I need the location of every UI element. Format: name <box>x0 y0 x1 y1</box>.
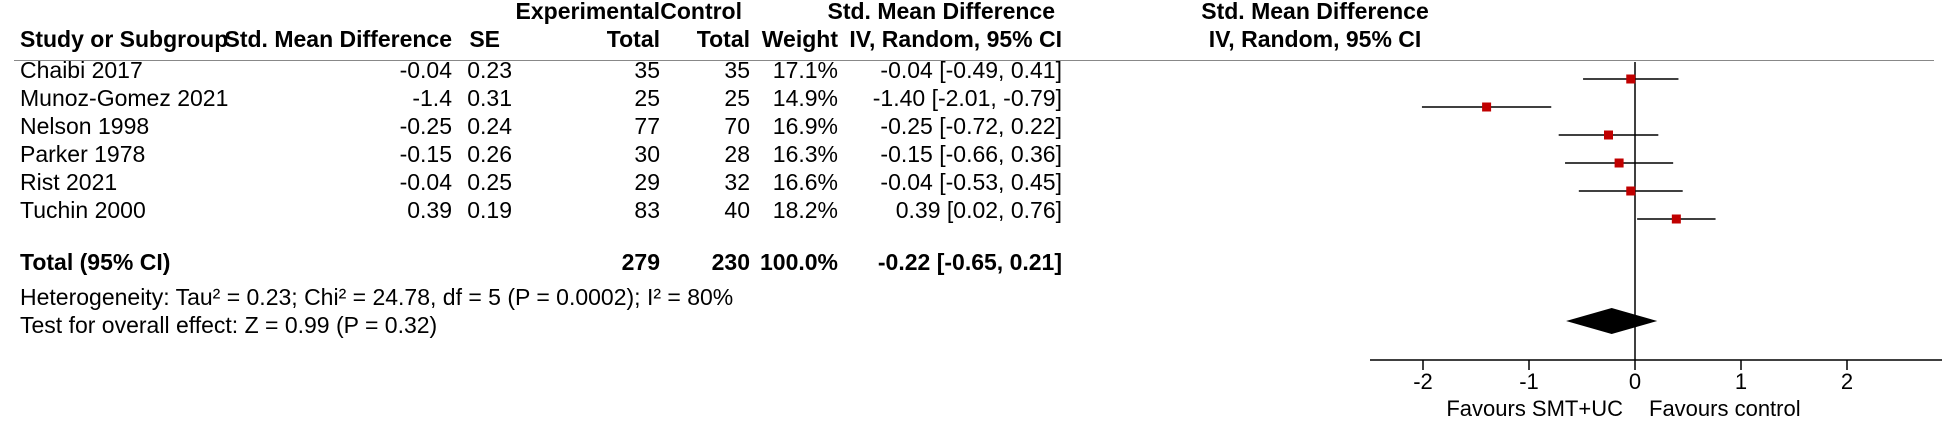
header-weight: Weight <box>761 26 838 52</box>
header-exp-top: Experimental <box>515 0 660 24</box>
effect-marker <box>1671 214 1681 224</box>
study-name: Tuchin 2000 <box>20 197 146 223</box>
header-exp-total: Total <box>606 26 660 52</box>
header-smd: Std. Mean Difference <box>224 26 453 52</box>
effect-marker <box>1614 158 1624 168</box>
study-ci: -0.25 [-0.72, 0.22] <box>880 113 1062 139</box>
total-ci: -0.22 [-0.65, 0.21] <box>877 249 1062 275</box>
study-smd: 0.39 <box>407 197 452 223</box>
total-exp: 279 <box>621 249 660 275</box>
pooled-diamond <box>1566 308 1658 334</box>
study-se: 0.24 <box>467 113 512 139</box>
study-ci: -0.15 [-0.66, 0.36] <box>880 141 1062 167</box>
total-ctrl: 230 <box>711 249 750 275</box>
header-ctrl-top: Control <box>660 0 742 24</box>
study-smd: -0.15 <box>399 141 452 167</box>
study-exp-total: 77 <box>634 113 660 139</box>
study-ci: -1.40 [-2.01, -0.79] <box>872 85 1062 111</box>
study-exp-total: 35 <box>634 57 660 83</box>
x-tick-label: -2 <box>1413 369 1433 394</box>
study-se: 0.26 <box>467 141 512 167</box>
effect-marker <box>1604 130 1613 140</box>
overall-effect-text: Test for overall effect: Z = 0.99 (P = 0… <box>20 312 438 338</box>
heterogeneity-text: Heterogeneity: Tau² = 0.23; Chi² = 24.78… <box>20 284 734 310</box>
total-weight: 100.0% <box>759 249 838 275</box>
study-name: Chaibi 2017 <box>20 57 143 83</box>
study-ctrl-total: 35 <box>724 57 750 83</box>
study-exp-total: 25 <box>634 85 660 111</box>
x-tick-label: 1 <box>1735 369 1747 394</box>
study-exp-total: 30 <box>634 141 660 167</box>
x-tick-label: 2 <box>1841 369 1853 394</box>
study-name: Nelson 1998 <box>20 113 150 139</box>
study-ci: -0.04 [-0.49, 0.41] <box>880 57 1062 83</box>
study-ctrl-total: 28 <box>724 141 750 167</box>
total-label: Total (95% CI) <box>20 249 171 275</box>
study-se: 0.19 <box>467 197 512 223</box>
study-ctrl-total: 32 <box>724 169 750 195</box>
study-exp-total: 83 <box>634 197 660 223</box>
study-smd: -1.4 <box>412 85 452 111</box>
study-name: Rist 2021 <box>20 169 118 195</box>
header-ctrl-total: Total <box>696 26 750 52</box>
study-smd: -0.04 <box>399 57 452 83</box>
x-tick-label: -1 <box>1519 369 1539 394</box>
header-plot: IV, Random, 95% CI <box>1208 26 1422 52</box>
x-tick-label: 0 <box>1629 369 1641 394</box>
study-ci: -0.04 [-0.53, 0.45] <box>880 169 1062 195</box>
header-plot-top: Std. Mean Difference <box>1201 0 1429 24</box>
study-weight: 14.9% <box>772 85 838 111</box>
study-ctrl-total: 25 <box>724 85 750 111</box>
favours-left-label: Favours SMT+UC <box>1446 396 1623 421</box>
header-rule <box>14 60 1934 61</box>
effect-marker <box>1626 186 1636 196</box>
study-weight: 16.9% <box>772 113 838 139</box>
effect-marker <box>1482 102 1492 112</box>
study-name: Munoz-Gomez 2021 <box>20 85 229 111</box>
study-ctrl-total: 70 <box>724 113 750 139</box>
study-exp-total: 29 <box>634 169 660 195</box>
study-se: 0.31 <box>467 85 512 111</box>
effect-marker <box>1626 74 1636 84</box>
favours-right-label: Favours control <box>1649 396 1801 421</box>
study-smd: -0.25 <box>399 113 452 139</box>
study-weight: 16.6% <box>772 169 838 195</box>
study-smd: -0.04 <box>399 169 452 195</box>
study-ci: 0.39 [0.02, 0.76] <box>895 197 1062 223</box>
study-se: 0.25 <box>467 169 512 195</box>
header-ci: IV, Random, 95% CI <box>849 26 1062 52</box>
study-se: 0.23 <box>467 57 512 83</box>
study-name: Parker 1978 <box>20 141 146 167</box>
header-ci-top: Std. Mean Difference <box>827 0 1056 24</box>
header-study: Study or Subgroup <box>20 26 229 52</box>
study-ctrl-total: 40 <box>724 197 750 223</box>
study-weight: 17.1% <box>772 57 838 83</box>
header-se: SE <box>469 26 500 52</box>
study-weight: 18.2% <box>772 197 838 223</box>
study-weight: 16.3% <box>772 141 838 167</box>
